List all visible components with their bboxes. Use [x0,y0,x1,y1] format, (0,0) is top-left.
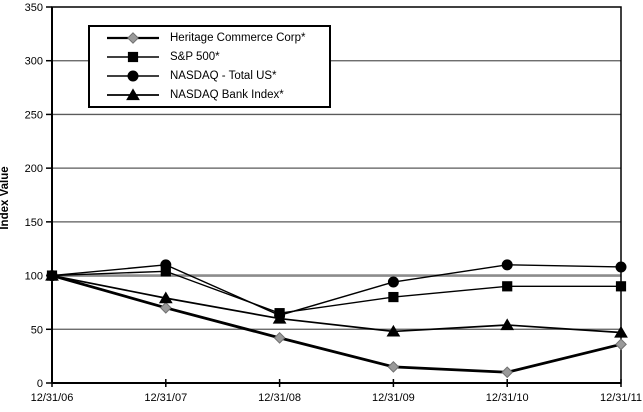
series-line [51,270,621,314]
circle-marker-icon [615,261,627,273]
x-tick-label: 12/31/06 [31,392,74,404]
legend-item-label: NASDAQ - Total US* [170,70,277,82]
legend-marker [107,88,159,101]
y-tick-label: 0 [37,378,43,390]
series-line [51,264,622,317]
series-line [51,274,622,374]
y-tick-label: 300 [25,56,43,68]
circle-marker-icon [501,259,513,271]
y-tick-label: 250 [25,109,43,121]
y-tick-label: 150 [25,217,43,229]
square-marker-icon [502,281,513,292]
legend-marker [107,32,159,44]
diamond-marker-icon [387,360,400,373]
legend-item-label: Heritage Commerce Corp* [170,32,306,44]
y-tick-label: 200 [25,163,43,175]
square-marker-icon [46,270,58,281]
legend-item: S&P 500* [104,48,329,67]
x-tick-label: 12/31/07 [144,392,187,404]
legend-item: Heritage Commerce Corp* [104,29,329,48]
triangle-marker-icon [158,291,173,304]
circle-marker-icon [127,70,139,82]
series-line [51,274,622,334]
x-tick-label: 12/31/09 [372,392,415,404]
legend-box: Heritage Commerce Corp* S&P 500* NASDAQ - … [88,25,331,108]
square-marker-icon [274,308,285,319]
legend-marker [107,70,159,82]
y-tick-label: 100 [25,271,43,283]
square-marker-icon [127,51,139,63]
x-tick-label: 12/31/10 [486,392,529,404]
diamond-marker-icon [615,338,627,351]
square-marker-icon [615,281,627,292]
legend-item-label: S&P 500* [170,51,220,63]
x-tick-label: 12/31/11 [600,392,642,404]
diamond-marker-icon [501,366,514,379]
legend-item: NASDAQ - Total US* [104,67,329,86]
y-tick-label: 50 [31,324,43,336]
x-tick-label: 12/31/08 [258,392,301,404]
circle-marker-icon [387,276,399,288]
legend-item-label: NASDAQ Bank Index* [170,89,284,101]
triangle-marker-icon [500,318,515,331]
triangle-marker-icon [614,325,628,338]
y-tick-label: 350 [25,2,43,14]
square-marker-icon [160,266,171,277]
diamond-marker-icon [273,331,286,344]
legend-item: NASDAQ Bank Index* [104,86,329,105]
diamond-marker-icon [159,301,172,314]
triangle-marker-icon [386,324,401,337]
legend-marker [107,51,159,63]
diamond-marker-icon [127,32,139,44]
square-marker-icon [388,291,399,303]
triangle-marker-icon [126,88,140,101]
